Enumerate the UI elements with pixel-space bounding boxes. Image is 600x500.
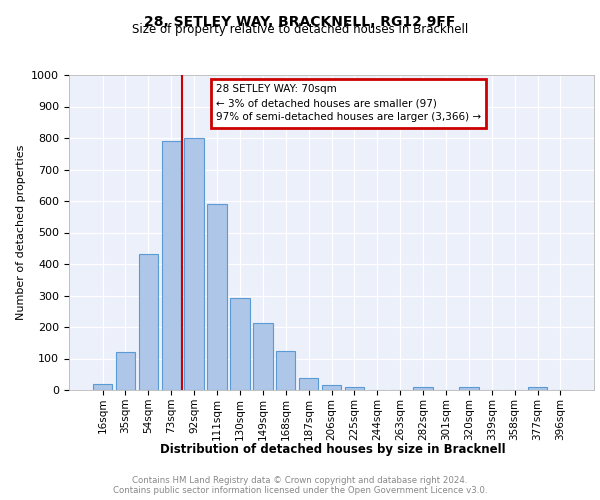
Bar [276,350,295,390]
Bar [93,384,112,390]
Bar [413,387,433,390]
Bar [184,138,204,390]
Bar [528,387,547,390]
Bar [459,388,479,390]
Bar [139,254,158,390]
Text: Size of property relative to detached houses in Bracknell: Size of property relative to detached ho… [132,22,468,36]
Bar [161,141,181,390]
Y-axis label: Number of detached properties: Number of detached properties [16,145,26,320]
Text: Distribution of detached houses by size in Bracknell: Distribution of detached houses by size … [160,442,506,456]
Bar [299,378,319,390]
Text: Contains HM Land Registry data © Crown copyright and database right 2024.
Contai: Contains HM Land Registry data © Crown c… [113,476,487,495]
Bar [116,352,135,390]
Text: 28 SETLEY WAY: 70sqm
← 3% of detached houses are smaller (97)
97% of semi-detach: 28 SETLEY WAY: 70sqm ← 3% of detached ho… [216,84,481,122]
Bar [208,204,227,390]
Text: 28, SETLEY WAY, BRACKNELL, RG12 9FF: 28, SETLEY WAY, BRACKNELL, RG12 9FF [145,15,455,29]
Bar [322,386,341,390]
Bar [230,298,250,390]
Bar [344,387,364,390]
Bar [253,323,272,390]
